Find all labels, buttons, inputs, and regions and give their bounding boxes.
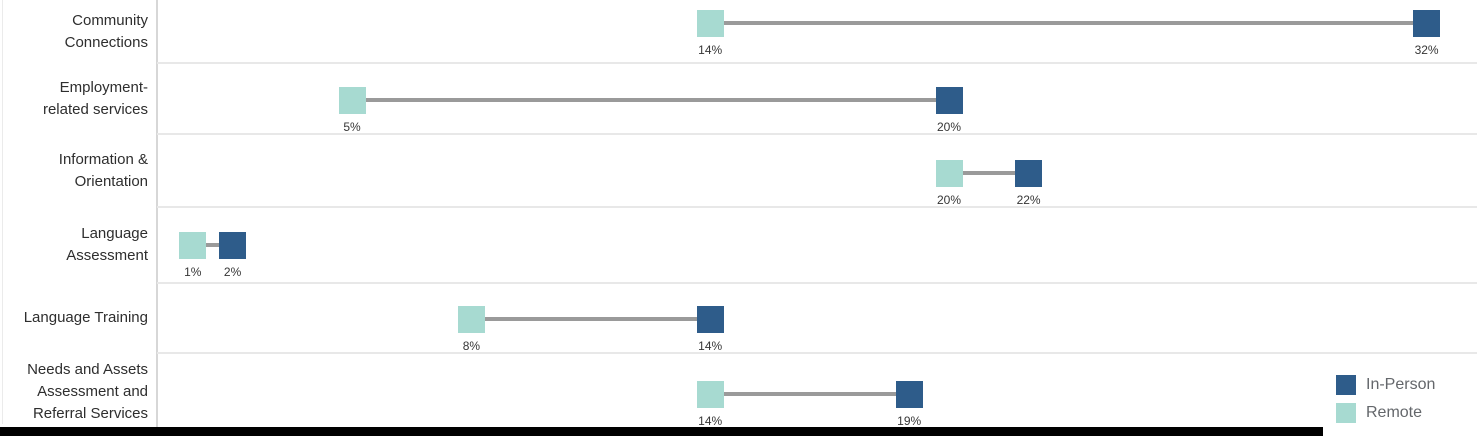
- legend: In-Person Remote: [1336, 375, 1435, 423]
- value-label-in-person: 14%: [698, 339, 723, 353]
- category-label-line: Orientation: [74, 172, 148, 190]
- value-label-remote: 5%: [343, 120, 361, 134]
- category-axis-line: [156, 0, 158, 427]
- value-label-in-person: 20%: [936, 120, 962, 134]
- marker-in-person[interactable]: [1413, 9, 1441, 37]
- category-label-line: Assessment: [66, 247, 148, 264]
- dumbbell-connector: [471, 317, 711, 321]
- category-label: Language Assessment: [0, 207, 148, 283]
- value-label-remote: 20%: [936, 193, 962, 207]
- value-label-in-person: 22%: [1016, 193, 1041, 207]
- marker-in-person[interactable]: [1015, 159, 1043, 187]
- dumbbell-connector: [949, 171, 1029, 175]
- marker-remote[interactable]: [696, 380, 724, 408]
- category-label-line: Information &: [58, 150, 148, 168]
- marker-remote[interactable]: [696, 9, 724, 37]
- category-label-line: Connections: [64, 33, 148, 51]
- row-gridline: [157, 133, 1477, 135]
- bottom-overlay-bar: [0, 427, 1323, 436]
- marker-remote[interactable]: [179, 231, 207, 259]
- value-label-remote: 1%: [184, 265, 202, 279]
- marker-in-person[interactable]: [696, 305, 724, 333]
- dumbbell-connector: [352, 98, 949, 102]
- dumbbell-connector: [710, 392, 910, 396]
- category-label-line: Referral Services: [32, 404, 148, 422]
- marker-remote[interactable]: [457, 305, 485, 333]
- category-label: Language Training: [0, 283, 148, 353]
- dumbbell-connector: [192, 243, 233, 247]
- category-label: Community Connections: [0, 0, 148, 63]
- category-label-line: Assessment and: [37, 382, 148, 400]
- value-label-remote: 8%: [462, 339, 481, 353]
- category-label: Needs and Assets Assessment and Referral S…: [0, 353, 148, 430]
- category-label-line: related services: [42, 100, 148, 118]
- marker-in-person[interactable]: [219, 231, 247, 259]
- row-gridline: [157, 62, 1477, 64]
- marker-remote[interactable]: [338, 86, 366, 114]
- row-gridline: [157, 206, 1477, 208]
- in-person-swatch-icon: [1336, 375, 1356, 395]
- value-label-remote: 14%: [698, 414, 723, 428]
- marker-remote[interactable]: [935, 159, 963, 187]
- row-gridline: [157, 282, 1477, 284]
- value-label-remote: 14%: [698, 43, 723, 57]
- legend-item-remote[interactable]: Remote: [1336, 403, 1435, 423]
- category-label-line: Community: [72, 11, 148, 29]
- marker-in-person[interactable]: [895, 380, 923, 408]
- remote-swatch-icon: [1336, 403, 1356, 423]
- legend-item-in-person[interactable]: In-Person: [1336, 375, 1435, 395]
- category-label: Employment-related services: [0, 63, 148, 134]
- row-gridline: [157, 352, 1477, 354]
- value-label-in-person: 19%: [897, 414, 922, 428]
- value-label-in-person: 32%: [1414, 43, 1439, 57]
- dumbbell-connector: [710, 21, 1427, 25]
- left-edge-line: [2, 0, 3, 424]
- legend-label: Remote: [1366, 404, 1423, 421]
- category-label-line: Needs and Assets: [27, 360, 148, 378]
- category-label-line: Employment-: [59, 78, 148, 96]
- category-label: Information & Orientation: [0, 134, 148, 207]
- category-label-line: Language Training: [23, 309, 148, 326]
- value-label-in-person: 2%: [223, 265, 242, 279]
- category-label-line: Language: [81, 225, 148, 242]
- marker-in-person[interactable]: [935, 86, 963, 114]
- legend-label: In-Person: [1366, 376, 1436, 393]
